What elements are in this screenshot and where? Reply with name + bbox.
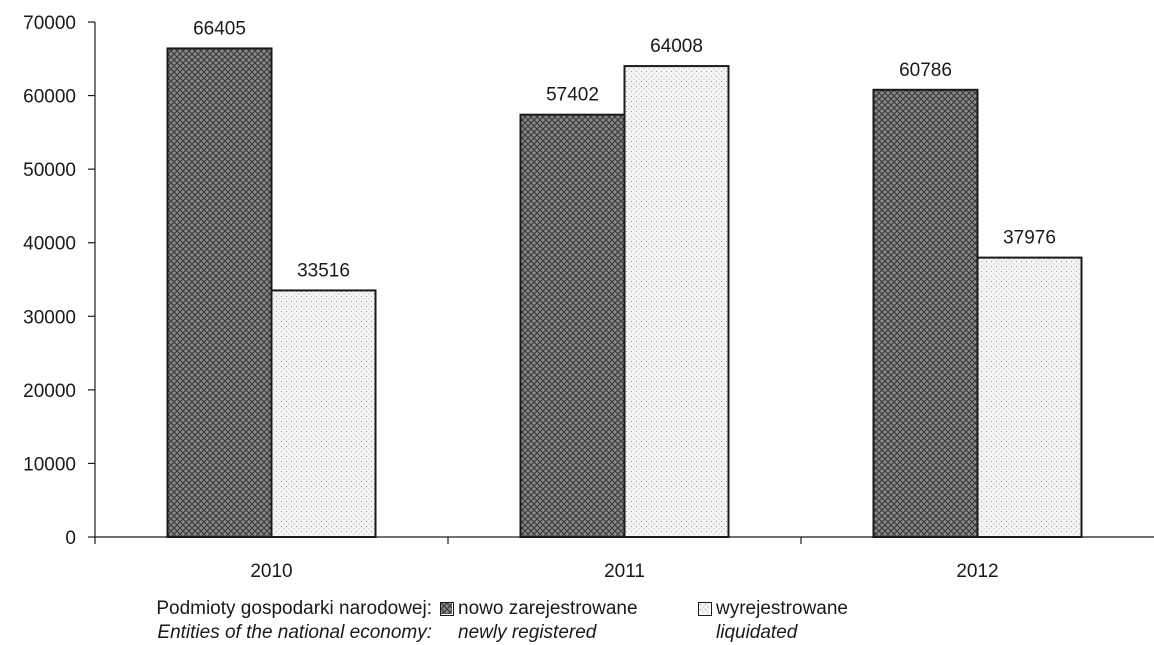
legend-heading-pl: Podmioty gospodarki narodowej: (156, 598, 432, 619)
y-tick-label-70000: 70000 (23, 13, 76, 34)
legend-swatch-light (698, 602, 712, 616)
legend-swatch-dark (440, 602, 454, 616)
legend-heading-en: Entities of the national economy: (157, 622, 432, 643)
bar-2011-series-2 (623, 65, 730, 538)
x-tick-label-2010: 2010 (250, 561, 292, 582)
legend: Podmioty gospodarki narodowej: Entities … (0, 597, 1154, 645)
legend-label-liquidated-pl: wyrejestrowane (716, 598, 848, 619)
y-tick-label-10000: 10000 (23, 454, 76, 475)
x-tick-label-2012: 2012 (956, 561, 998, 582)
bar-2012-series-1 (872, 88, 979, 538)
y-tick-label-40000: 40000 (23, 234, 76, 255)
x-tick-label-2011: 2011 (604, 561, 645, 582)
bar-chart: 66405 33516 2010 57402 64008 2011 60786 37976 20… (23, 13, 1154, 582)
y-tick-label-20000: 20000 (23, 381, 76, 402)
data-label-2010-series-2: 33516 (297, 260, 350, 281)
legend-label-liquidated-en: liquidated (716, 622, 798, 643)
y-tick-label-0: 0 (65, 528, 76, 549)
data-label-2012-series-1: 60786 (899, 60, 952, 81)
bar-2010-series-2 (270, 289, 377, 538)
bar-2011-series-1 (519, 113, 626, 539)
legend-label-newly-registered-pl: nowo zarejestrowane (458, 598, 638, 619)
bar-2010-series-1 (166, 47, 273, 539)
legend-label-newly-registered-en: newly registered (458, 622, 597, 643)
bar-2012-series-2 (976, 256, 1083, 538)
y-tick-label-30000: 30000 (23, 307, 76, 328)
data-label-2012-series-2: 37976 (1003, 228, 1056, 249)
y-tick-label-60000: 60000 (23, 87, 76, 108)
data-label-2011-series-2: 64008 (650, 36, 703, 57)
legend-heading: Podmioty gospodarki narodowej: Entities … (80, 597, 432, 645)
data-label-2011-series-1: 57402 (546, 85, 599, 106)
y-tick-label-50000: 50000 (23, 160, 76, 181)
data-label-2010-series-1: 66405 (193, 18, 246, 39)
